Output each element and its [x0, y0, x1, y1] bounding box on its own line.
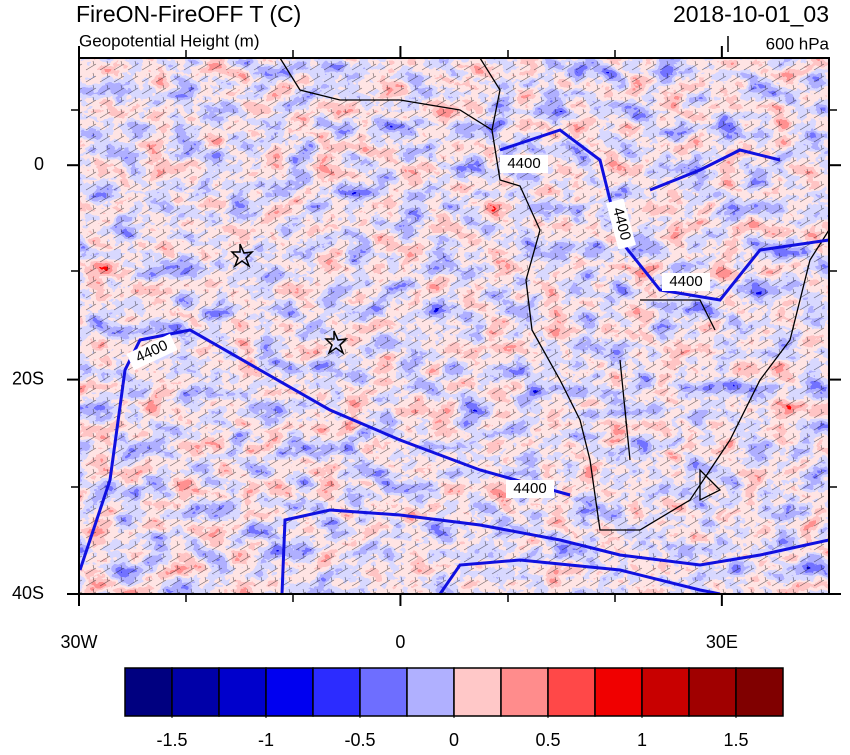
colorbar-box [735, 667, 784, 717]
plot-frame [78, 57, 830, 595]
colorbar-box [265, 667, 314, 717]
colorbar-box [500, 667, 549, 717]
colorbar-label: -1 [258, 730, 274, 750]
contour-label: 4400 [669, 273, 702, 290]
colorbar-box [641, 667, 690, 717]
colorbar-box [406, 667, 455, 717]
colorbar-label: -0.5 [344, 730, 375, 750]
contour-line [79, 328, 571, 571]
minor-ticks [71, 50, 837, 602]
colorbar-box [124, 667, 173, 717]
title: FireON-FireOFF T (C) [76, 1, 301, 27]
x-tick-label: 30W [60, 632, 97, 652]
axes: 30W 0 30E 0 20S 40S [12, 46, 841, 652]
date: 2018-10-01_03 [673, 1, 829, 27]
colorbar-box [688, 667, 737, 717]
x-tick-label: 0 [395, 632, 405, 652]
colorbar-label: 0 [449, 730, 459, 750]
contour-line [280, 508, 829, 594]
wind-barbs [79, 58, 829, 594]
star-marker [230, 243, 255, 269]
x-tick-label: 30E [706, 632, 738, 652]
colorbar: -1.5 -1 -0.5 0 0.5 1 1.5 [124, 667, 784, 750]
contour-labels: 4400 4400 4400 4400 4400 [126, 155, 710, 498]
colorbar-box [359, 667, 408, 717]
y-tick-label: 40S [12, 583, 44, 603]
colorbar-label: -1.5 [156, 730, 187, 750]
colorbar-box [312, 667, 361, 717]
star-marker [324, 330, 349, 356]
y-tick-label: 20S [12, 368, 44, 388]
colorbar-label: 0.5 [535, 730, 560, 750]
colorbar-box [594, 667, 643, 717]
contour-line [499, 128, 829, 302]
contour-label: 4400 [513, 480, 546, 497]
contour-line [438, 558, 721, 594]
y-tick-label: 0 [34, 154, 44, 174]
subtitle: Geopotential Height (m) [79, 31, 259, 50]
level: 600 hPa [766, 34, 830, 53]
colorbar-box [453, 667, 502, 717]
colorbar-label: 1.5 [723, 730, 748, 750]
colorbar-label: 1 [637, 730, 647, 750]
coastline [279, 58, 829, 531]
contour-label: 4400 [507, 155, 540, 172]
map-field: 4400 4400 4400 4400 4400 [79, 58, 829, 594]
colorbar-box [171, 667, 220, 717]
colorbar-box [218, 667, 267, 717]
colorbar-box [547, 667, 596, 717]
